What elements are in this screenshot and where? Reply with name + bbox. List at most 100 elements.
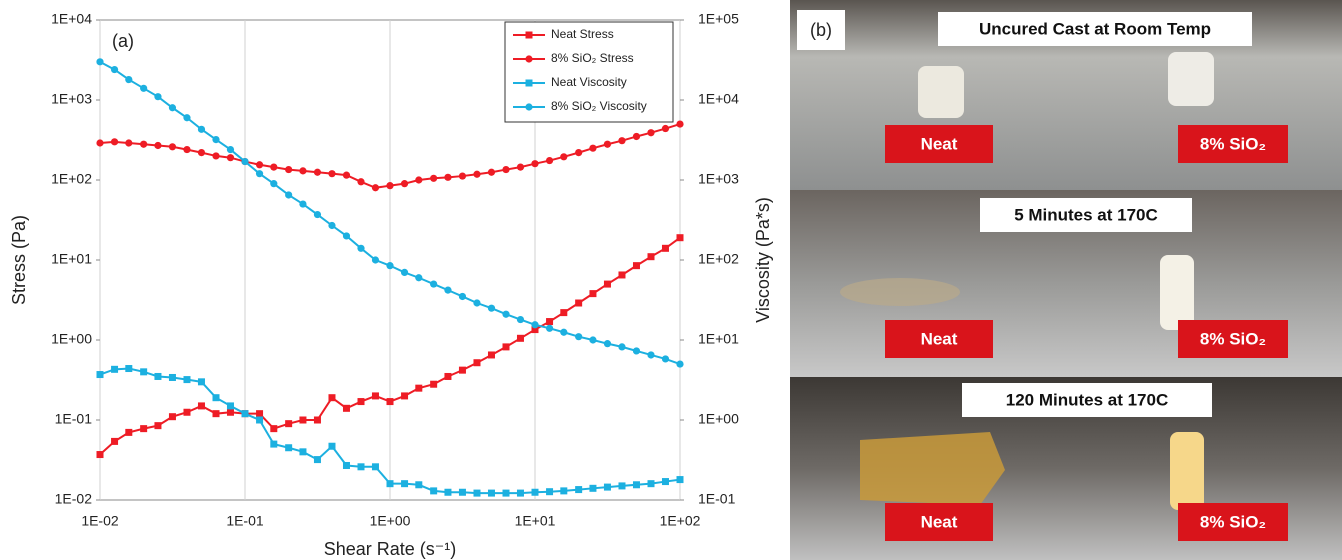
x-tick-label: 1E-01	[226, 513, 264, 529]
legend-marker	[526, 80, 533, 87]
data-point	[372, 256, 379, 263]
data-point	[546, 318, 553, 325]
data-point	[270, 163, 277, 170]
data-point	[111, 366, 118, 373]
data-point	[459, 172, 466, 179]
data-point	[183, 114, 190, 121]
data-point	[357, 245, 364, 252]
y-tick-label: 1E+00	[51, 331, 92, 347]
sample-label: Neat	[921, 134, 958, 153]
y2-tick-label: 1E+05	[698, 11, 739, 27]
data-point	[647, 129, 654, 136]
x-tick-label: 1E-02	[81, 513, 119, 529]
data-point	[473, 359, 480, 366]
data-point	[227, 154, 234, 161]
data-point	[647, 351, 654, 358]
data-point	[662, 245, 669, 252]
data-point	[285, 191, 292, 198]
y2-axis-title: Viscosity (Pa*s)	[753, 197, 773, 323]
data-point	[488, 351, 495, 358]
data-point	[459, 293, 466, 300]
data-point	[531, 160, 538, 167]
data-point	[575, 149, 582, 156]
sample-label: 8% SiO₂	[1200, 329, 1266, 348]
y2-tick-label: 1E+03	[698, 171, 739, 187]
sample	[860, 432, 1005, 505]
data-point	[415, 385, 422, 392]
data-point	[560, 309, 567, 316]
data-point	[575, 486, 582, 493]
data-point	[676, 360, 683, 367]
data-point	[183, 409, 190, 416]
sample-label: Neat	[921, 329, 958, 348]
data-point	[140, 368, 147, 375]
data-point	[589, 145, 596, 152]
data-point	[154, 422, 161, 429]
data-point	[314, 211, 321, 218]
legend-label: Neat Viscosity	[551, 75, 627, 89]
x-axis-title: Shear Rate (s⁻¹)	[324, 539, 457, 559]
data-point	[517, 335, 524, 342]
data-point	[198, 126, 205, 133]
data-point	[343, 172, 350, 179]
data-point	[169, 374, 176, 381]
data-point	[154, 373, 161, 380]
data-point	[473, 299, 480, 306]
row-title: Uncured Cast at Room Temp	[979, 19, 1211, 38]
sample-label: 8% SiO₂	[1200, 512, 1266, 531]
data-point	[560, 153, 567, 160]
data-point	[241, 158, 248, 165]
data-point	[444, 174, 451, 181]
data-point	[459, 367, 466, 374]
data-point	[633, 262, 640, 269]
data-point	[299, 417, 306, 424]
data-point	[618, 137, 625, 144]
data-point	[372, 184, 379, 191]
data-point	[648, 253, 655, 260]
data-point	[299, 167, 306, 174]
data-point	[488, 490, 495, 497]
data-point	[357, 178, 364, 185]
legend-marker	[525, 55, 532, 62]
data-point	[213, 394, 220, 401]
data-point	[111, 438, 118, 445]
data-point	[633, 481, 640, 488]
data-point	[227, 146, 234, 153]
y-tick-label: 1E-01	[55, 411, 93, 427]
data-point	[299, 448, 306, 455]
data-point	[154, 142, 161, 149]
data-point	[604, 484, 611, 491]
sample	[918, 66, 964, 118]
data-point	[198, 378, 205, 385]
data-point	[227, 402, 234, 409]
data-point	[140, 141, 147, 148]
data-point	[401, 392, 408, 399]
data-point	[546, 488, 553, 495]
data-point	[343, 405, 350, 412]
panel-label: (a)	[112, 31, 134, 51]
data-point	[343, 232, 350, 239]
data-point	[430, 175, 437, 182]
data-point	[372, 392, 379, 399]
data-point	[604, 340, 611, 347]
data-point	[256, 170, 263, 177]
data-point	[677, 234, 684, 241]
sample-label: Neat	[921, 512, 958, 531]
data-point	[648, 480, 655, 487]
data-point	[328, 394, 335, 401]
data-point	[459, 489, 466, 496]
data-point	[618, 343, 625, 350]
panel-label: (b)	[810, 20, 832, 40]
data-point	[198, 149, 205, 156]
data-point	[213, 410, 220, 417]
data-point	[328, 170, 335, 177]
data-point	[140, 85, 147, 92]
data-point	[387, 398, 394, 405]
data-point	[372, 463, 379, 470]
sample	[840, 278, 960, 306]
data-point	[256, 417, 263, 424]
data-point	[227, 409, 234, 416]
data-point	[517, 163, 524, 170]
data-point	[415, 176, 422, 183]
y-axis-title: Stress (Pa)	[9, 215, 29, 305]
